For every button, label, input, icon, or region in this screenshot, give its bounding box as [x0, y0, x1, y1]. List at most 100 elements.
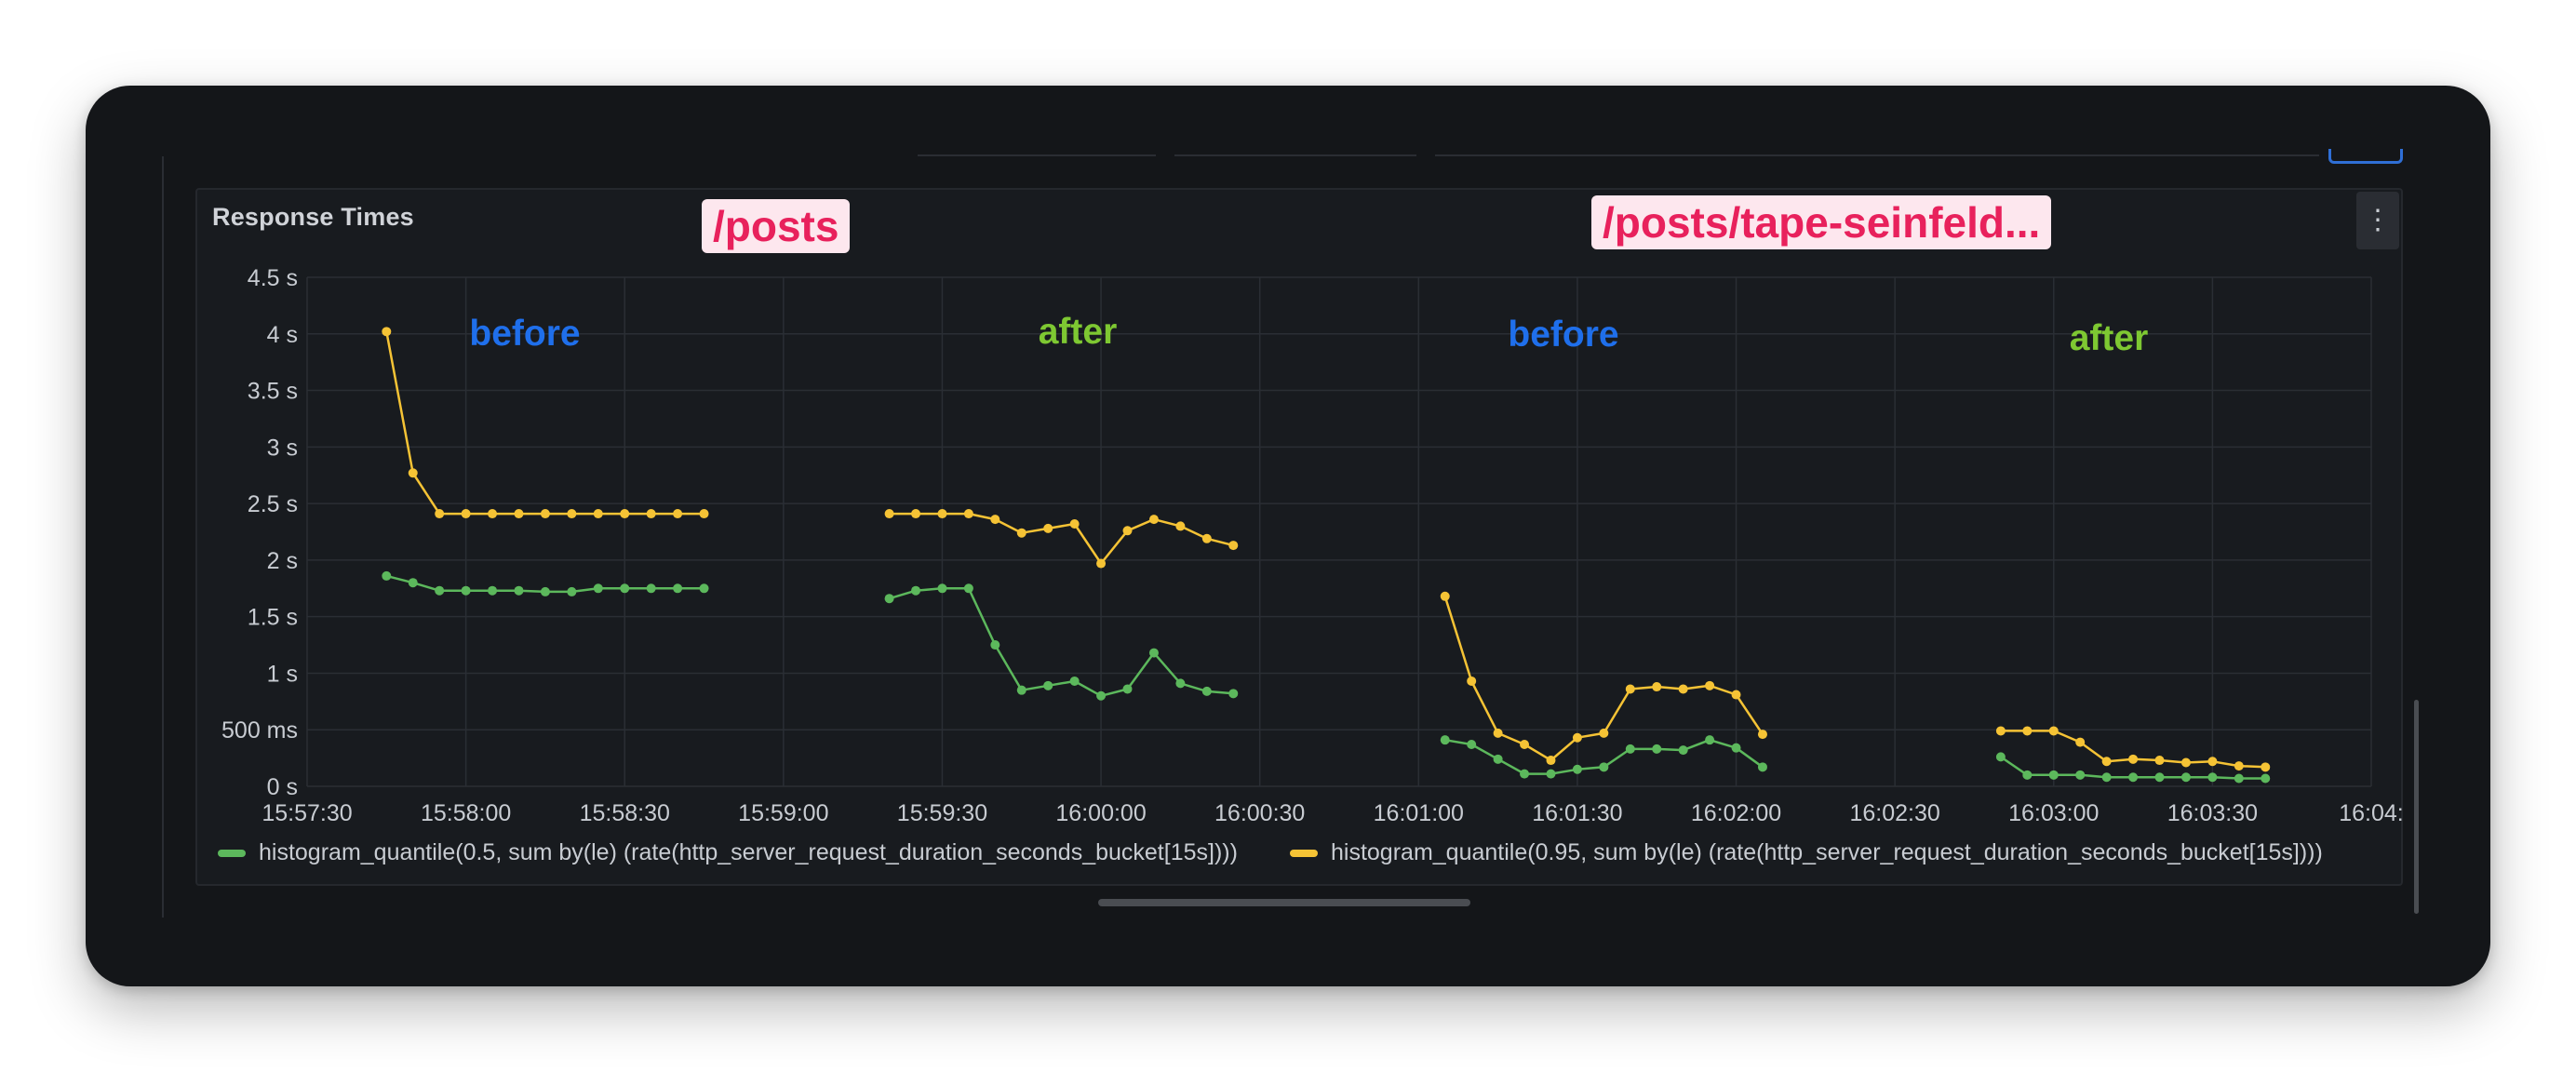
data-point-p50 — [2022, 770, 2033, 780]
vertical-scrollbar[interactable] — [2414, 700, 2419, 914]
data-point-p95 — [1201, 533, 1212, 543]
x-tick-label: 16:02:30 — [1849, 800, 1939, 826]
data-point-p50 — [699, 583, 709, 594]
data-point-p95 — [1731, 690, 1741, 700]
data-point-p50 — [673, 583, 683, 594]
data-point-p95 — [884, 509, 894, 519]
route-label-tape-seinfeld: /posts/tape-seinfeld... — [1591, 195, 2052, 249]
data-point-p95 — [1995, 726, 2006, 736]
data-point-p95 — [2154, 756, 2165, 766]
x-tick-label: 16:03:00 — [2008, 800, 2099, 826]
data-point-p50 — [1599, 762, 1609, 772]
legend-item-p95[interactable]: histogram_quantile(0.95, sum by(le) (rat… — [1290, 839, 2323, 866]
data-point-p50 — [1175, 678, 1186, 689]
y-tick-label: 1 s — [267, 661, 298, 687]
data-point-p95 — [1228, 541, 1239, 551]
more-vertical-icon: ⋮ — [2364, 205, 2392, 235]
data-point-p95 — [1757, 730, 1767, 740]
data-point-p50 — [1043, 680, 1053, 690]
data-point-p95 — [1493, 728, 1503, 738]
data-point-p95 — [1148, 515, 1159, 525]
data-point-p95 — [2128, 754, 2139, 764]
phase-label-after: after — [2070, 318, 2149, 358]
data-point-p95 — [2234, 761, 2244, 771]
series-line-p95 — [889, 512, 1234, 565]
toolbar-field — [1435, 154, 2319, 156]
data-point-p50 — [382, 570, 392, 581]
data-point-p95 — [567, 509, 577, 519]
data-point-p95 — [382, 327, 392, 337]
data-point-p50 — [1148, 648, 1159, 658]
data-point-p50 — [620, 583, 630, 594]
data-point-p50 — [1122, 684, 1133, 694]
data-point-p50 — [1625, 744, 1635, 754]
data-point-p50 — [2234, 773, 2244, 784]
x-tick-label: 15:58:00 — [421, 800, 511, 826]
legend-item-p50[interactable]: histogram_quantile(0.5, sum by(le) (rate… — [218, 839, 1238, 866]
data-point-p50 — [514, 585, 524, 596]
data-point-p95 — [620, 509, 630, 519]
y-tick-label: 1.5 s — [248, 605, 298, 631]
data-point-p95 — [1175, 521, 1186, 531]
x-tick-label: 16:01:00 — [1374, 800, 1464, 826]
data-point-p50 — [1069, 676, 1080, 686]
data-point-p50 — [2207, 772, 2218, 783]
data-point-p95 — [673, 509, 683, 519]
data-point-p95 — [990, 515, 1000, 525]
data-point-p50 — [1995, 752, 2006, 762]
data-point-p95 — [2101, 757, 2112, 767]
horizontal-scrollbar[interactable] — [1098, 899, 1470, 906]
y-tick-label: 2 s — [267, 548, 298, 574]
phase-label-after: after — [1039, 312, 1118, 352]
data-point-p50 — [911, 585, 921, 596]
toolbar-button[interactable] — [2328, 149, 2403, 164]
data-point-p50 — [435, 585, 445, 596]
x-tick-label: 15:59:30 — [897, 800, 987, 826]
data-point-p50 — [488, 585, 498, 596]
series-line-p95 — [385, 331, 704, 516]
data-point-p95 — [1016, 528, 1026, 538]
data-point-p95 — [1705, 680, 1715, 690]
data-point-p50 — [1757, 762, 1767, 772]
data-point-p95 — [2180, 757, 2191, 768]
panel-menu-button[interactable]: ⋮ — [2356, 192, 2399, 249]
data-point-p95 — [937, 509, 947, 519]
data-point-p50 — [937, 583, 947, 594]
data-point-p50 — [1520, 769, 1530, 779]
data-point-p95 — [963, 509, 973, 519]
data-point-p95 — [1652, 682, 1662, 692]
data-point-p50 — [2180, 772, 2191, 783]
data-point-p95 — [1122, 526, 1133, 536]
x-tick-label: 16:01:30 — [1532, 800, 1622, 826]
data-point-p50 — [884, 594, 894, 604]
data-point-p95 — [435, 509, 445, 519]
legend-label-p95: histogram_quantile(0.95, sum by(le) (rat… — [1331, 839, 2323, 865]
data-point-p50 — [408, 578, 418, 588]
data-point-p50 — [1678, 745, 1688, 756]
data-point-p50 — [2101, 772, 2112, 783]
data-point-p50 — [2075, 770, 2086, 780]
data-point-p50 — [1096, 690, 1107, 701]
data-point-p50 — [1652, 744, 1662, 754]
data-point-p50 — [461, 585, 471, 596]
data-point-p50 — [1705, 735, 1715, 745]
data-point-p95 — [1440, 591, 1450, 601]
data-point-p95 — [1546, 756, 1556, 766]
y-tick-label: 0 s — [267, 774, 298, 800]
panel-title: Response Times — [212, 203, 414, 231]
data-point-p95 — [488, 509, 498, 519]
chart-panel: Response Times ⋮ — [195, 188, 2403, 886]
x-tick-label: 16:04: — [2339, 800, 2404, 826]
data-point-p95 — [1043, 523, 1053, 533]
phase-label-before: before — [1508, 315, 1618, 355]
data-point-p50 — [1572, 764, 1582, 774]
data-point-p95 — [1467, 676, 1477, 686]
data-point-p95 — [646, 509, 656, 519]
data-point-p50 — [1731, 743, 1741, 753]
x-tick-label: 16:03:30 — [2167, 800, 2258, 826]
data-point-p50 — [1546, 769, 1556, 779]
data-point-p50 — [963, 583, 973, 594]
data-point-p50 — [1016, 685, 1026, 695]
data-point-p95 — [1625, 684, 1635, 694]
data-point-p95 — [461, 509, 471, 519]
